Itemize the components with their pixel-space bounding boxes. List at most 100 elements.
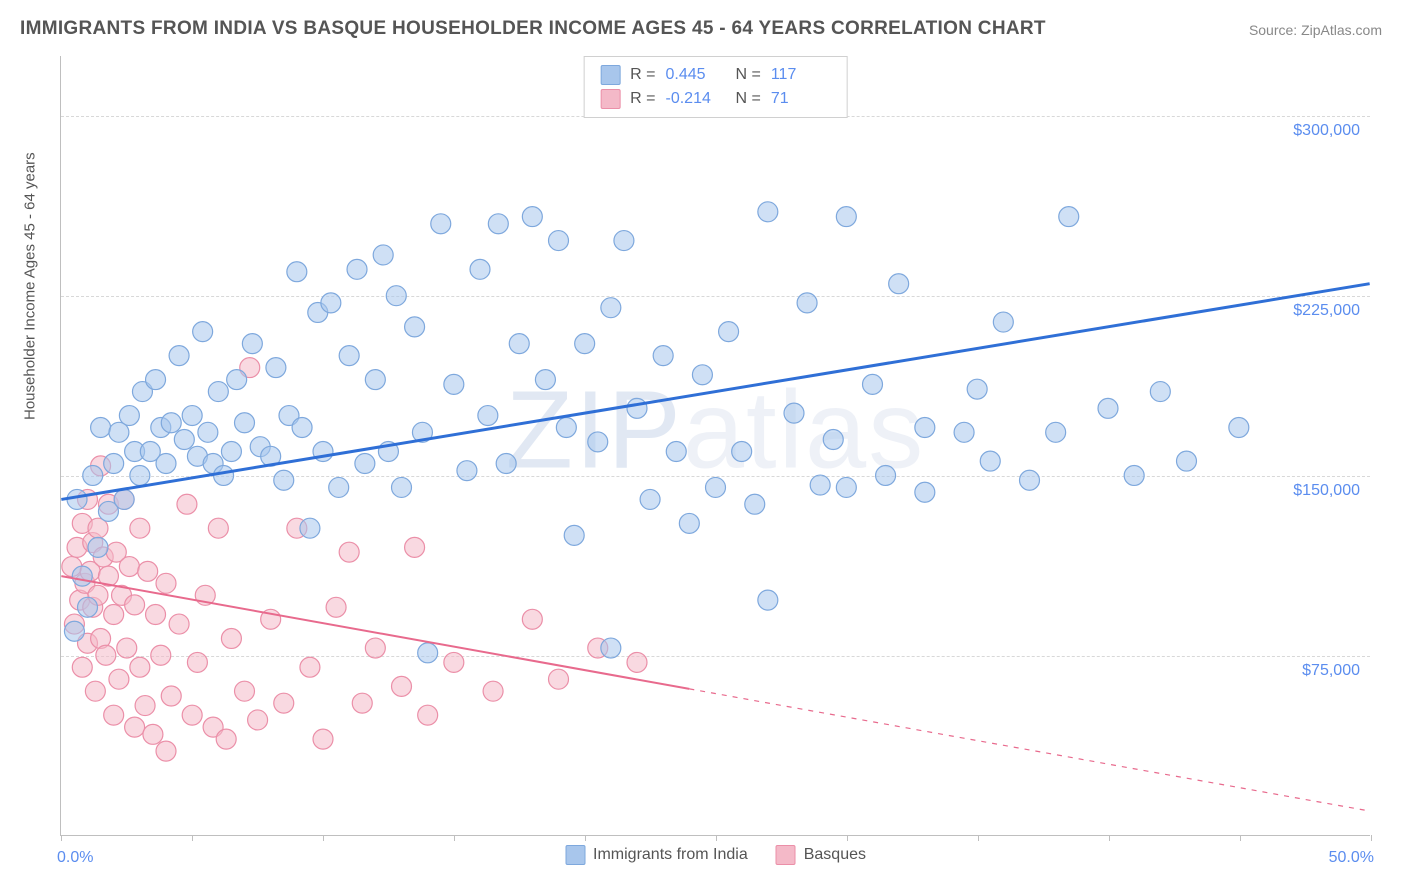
data-point-india <box>373 245 393 265</box>
data-point-india <box>130 465 150 485</box>
data-point-india <box>1150 382 1170 402</box>
legend-swatch-india <box>600 65 620 85</box>
data-point-india <box>418 643 438 663</box>
data-point-india <box>365 370 385 390</box>
data-point-india <box>347 259 367 279</box>
x-tick <box>585 835 586 841</box>
data-point-india <box>198 422 218 442</box>
data-point-india <box>431 214 451 234</box>
data-point-india <box>221 442 241 462</box>
data-point-basque <box>208 518 228 538</box>
data-point-india <box>823 430 843 450</box>
legend-swatch-basque <box>776 845 796 865</box>
data-point-india <box>719 322 739 342</box>
trend-line-basque-extrapolated <box>689 689 1369 811</box>
data-point-basque <box>405 537 425 557</box>
data-point-india <box>193 322 213 342</box>
data-point-india <box>169 346 189 366</box>
legend-label-india: Immigrants from India <box>593 846 748 864</box>
data-point-basque <box>177 494 197 514</box>
data-point-india <box>549 231 569 251</box>
x-tick <box>323 835 324 841</box>
legend-row-basque: R = -0.214 N = 71 <box>600 87 831 111</box>
n-label: N = <box>736 90 761 108</box>
x-tick <box>847 835 848 841</box>
data-point-basque <box>130 518 150 538</box>
data-point-basque <box>109 669 129 689</box>
x-tick <box>454 835 455 841</box>
data-point-india <box>522 207 542 227</box>
legend-swatch-basque <box>600 89 620 109</box>
data-point-india <box>758 590 778 610</box>
data-point-india <box>1098 398 1118 418</box>
data-point-basque <box>72 657 92 677</box>
n-value-india: 117 <box>771 66 831 84</box>
data-point-india <box>575 334 595 354</box>
data-point-india <box>64 621 84 641</box>
data-point-basque <box>187 652 207 672</box>
data-point-india <box>706 477 726 497</box>
data-point-india <box>274 470 294 490</box>
source-label: Source: ZipAtlas.com <box>1249 22 1382 38</box>
data-point-india <box>1020 470 1040 490</box>
data-point-india <box>161 413 181 433</box>
data-point-basque <box>352 693 372 713</box>
x-min-label: 0.0% <box>57 849 93 867</box>
data-point-india <box>235 413 255 433</box>
data-point-basque <box>156 573 176 593</box>
data-point-india <box>470 259 490 279</box>
data-point-india <box>915 482 935 502</box>
x-tick <box>978 835 979 841</box>
data-point-basque <box>130 657 150 677</box>
data-point-basque <box>549 669 569 689</box>
data-point-basque <box>300 657 320 677</box>
data-point-india <box>214 465 234 485</box>
data-point-basque <box>365 638 385 658</box>
plot-area: ZIPatlas R = 0.445 N = 117 R = -0.214 N … <box>60 56 1370 836</box>
r-value-india: 0.445 <box>666 66 726 84</box>
data-point-india <box>242 334 262 354</box>
data-point-india <box>227 370 247 390</box>
data-point-basque <box>483 681 503 701</box>
data-point-basque <box>161 686 181 706</box>
data-point-india <box>321 293 341 313</box>
data-point-basque <box>125 595 145 615</box>
data-point-india <box>496 453 516 473</box>
data-point-india <box>91 418 111 438</box>
data-point-india <box>114 489 134 509</box>
data-point-india <box>104 453 124 473</box>
data-point-india <box>601 298 621 318</box>
data-point-india <box>915 418 935 438</box>
data-point-india <box>627 398 647 418</box>
correlation-legend: R = 0.445 N = 117 R = -0.214 N = 71 <box>583 56 848 118</box>
data-point-basque <box>143 724 163 744</box>
data-point-india <box>405 317 425 337</box>
data-point-basque <box>135 696 155 716</box>
n-value-basque: 71 <box>771 90 831 108</box>
x-tick <box>1109 835 1110 841</box>
data-point-india <box>679 513 699 533</box>
data-point-india <box>1177 451 1197 471</box>
data-point-india <box>640 489 660 509</box>
data-point-basque <box>221 628 241 648</box>
series-legend: Immigrants from India Basques <box>565 845 866 865</box>
data-point-india <box>836 207 856 227</box>
data-point-india <box>182 406 202 426</box>
data-point-india <box>78 597 98 617</box>
r-label: R = <box>630 66 655 84</box>
data-point-basque <box>151 645 171 665</box>
data-point-basque <box>248 710 268 730</box>
data-point-basque <box>104 604 124 624</box>
data-point-india <box>758 202 778 222</box>
data-point-india <box>588 432 608 452</box>
data-point-india <box>488 214 508 234</box>
x-max-label: 50.0% <box>1329 849 1374 867</box>
data-point-basque <box>138 561 158 581</box>
data-point-basque <box>418 705 438 725</box>
data-point-basque <box>392 676 412 696</box>
data-point-india <box>863 374 883 394</box>
scatter-svg <box>61 56 1370 835</box>
data-point-india <box>1046 422 1066 442</box>
data-point-india <box>174 430 194 450</box>
data-point-india <box>601 638 621 658</box>
